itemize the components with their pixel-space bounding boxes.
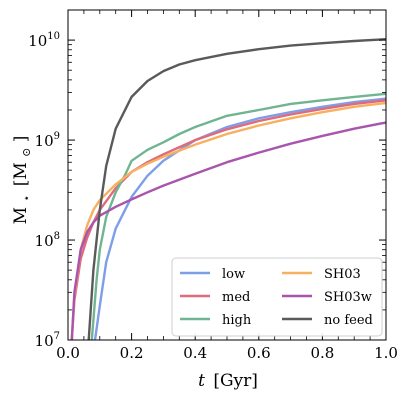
- legend-box: [171, 257, 383, 337]
- series-line-no-feed: [87, 38, 386, 340]
- legend-label-sh03w: SH03w: [324, 290, 372, 305]
- legend-label-no-feed: no feed: [324, 313, 373, 328]
- y-tick-label: 108: [35, 231, 60, 250]
- x-tick-label: 0.6: [247, 344, 271, 362]
- axes: 0.0 0.2 0.4 0.6 0.8 1.0 107 108 109 1010: [28, 9, 398, 362]
- x-tick-label: 0.2: [120, 344, 144, 362]
- x-axis-label-symbol: t: [198, 371, 205, 391]
- y-axis-label-unit-close: ]: [11, 136, 31, 143]
- series-line-sh03: [70, 101, 386, 340]
- y-axis-label-unit: [M: [11, 162, 31, 186]
- x-tick-label: 0.8: [310, 344, 334, 362]
- y-axis-label-unit-symbol: ⊙: [20, 148, 33, 157]
- y-axis-label-symbol: M: [11, 207, 31, 224]
- legend-label-med: med: [222, 290, 250, 305]
- series-lines: [70, 38, 386, 340]
- legend: low med high SH03 SH03w no feed: [171, 257, 383, 337]
- series-line-high: [90, 92, 386, 340]
- y-axis-label-subscript: ⋆: [20, 195, 33, 202]
- plot-area: [70, 38, 386, 340]
- legend-label-low: low: [222, 267, 245, 282]
- y-tick-label: 109: [35, 131, 60, 150]
- x-tick-label: 0.4: [183, 344, 207, 362]
- y-axis-label: M ⋆ [M ⊙ ]: [11, 136, 35, 225]
- x-axis-label-unit: [Gyr]: [213, 371, 258, 391]
- series-line-sh03w: [70, 121, 386, 340]
- series-line-med: [70, 99, 386, 340]
- x-tick-label: 1.0: [374, 344, 398, 362]
- y-tick-label: 1010: [28, 31, 60, 50]
- y-tick-label: 107: [35, 331, 60, 350]
- legend-label-high: high: [222, 313, 252, 328]
- x-axis-label: t [Gyr]: [198, 371, 258, 391]
- legend-label-sh03: SH03: [324, 267, 361, 282]
- x-tick-label: 0.0: [56, 344, 80, 362]
